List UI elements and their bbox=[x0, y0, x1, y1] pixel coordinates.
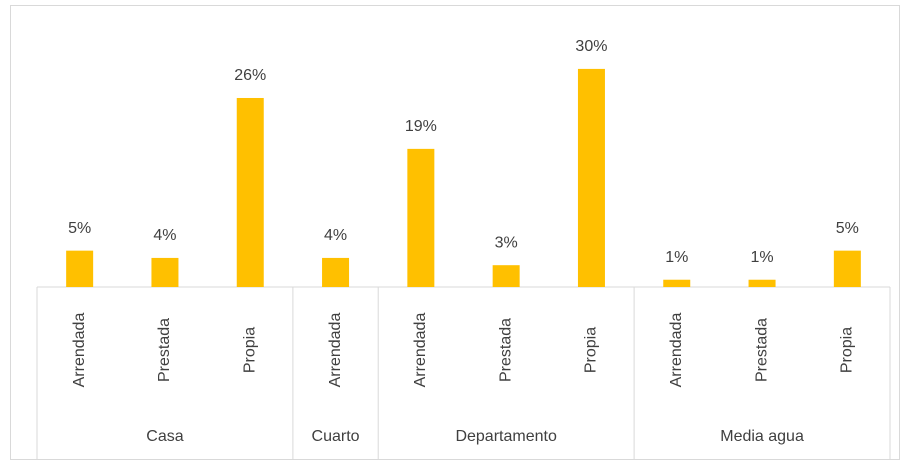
bar bbox=[748, 279, 776, 287]
x-tick-label: Propia bbox=[583, 327, 600, 373]
data-label: 5% bbox=[836, 220, 859, 237]
data-label: 1% bbox=[750, 249, 773, 266]
chart-border bbox=[10, 5, 900, 460]
x-tick-label: Prestada bbox=[156, 318, 173, 382]
bar bbox=[833, 250, 861, 287]
bar bbox=[492, 265, 520, 287]
bar bbox=[66, 250, 94, 287]
data-label: 26% bbox=[234, 67, 266, 84]
data-label: 4% bbox=[153, 227, 176, 244]
x-tick-label: Propia bbox=[839, 327, 856, 373]
group-label: Casa bbox=[146, 428, 183, 445]
bar bbox=[577, 68, 605, 288]
x-tick-label: Arrendada bbox=[412, 313, 429, 388]
bar bbox=[663, 279, 691, 287]
data-label: 4% bbox=[324, 227, 347, 244]
x-tick-label: Propia bbox=[241, 327, 258, 373]
x-tick-label: Prestada bbox=[497, 318, 514, 382]
group-label: Cuarto bbox=[312, 428, 360, 445]
group-label: Departamento bbox=[455, 428, 556, 445]
x-tick-label: Arrendada bbox=[71, 313, 88, 388]
data-label: 1% bbox=[665, 249, 688, 266]
data-label: 3% bbox=[495, 234, 518, 251]
bar bbox=[322, 257, 350, 287]
group-label: Media agua bbox=[720, 428, 804, 445]
data-label: 5% bbox=[68, 220, 91, 237]
data-label: 30% bbox=[575, 38, 607, 55]
bar bbox=[151, 257, 179, 287]
x-tick-label: Arrendada bbox=[327, 313, 344, 388]
bar bbox=[236, 97, 264, 287]
bar bbox=[407, 148, 435, 287]
data-label: 19% bbox=[405, 118, 437, 135]
x-tick-label: Arrendada bbox=[668, 313, 685, 388]
x-tick-label: Prestada bbox=[753, 318, 770, 382]
